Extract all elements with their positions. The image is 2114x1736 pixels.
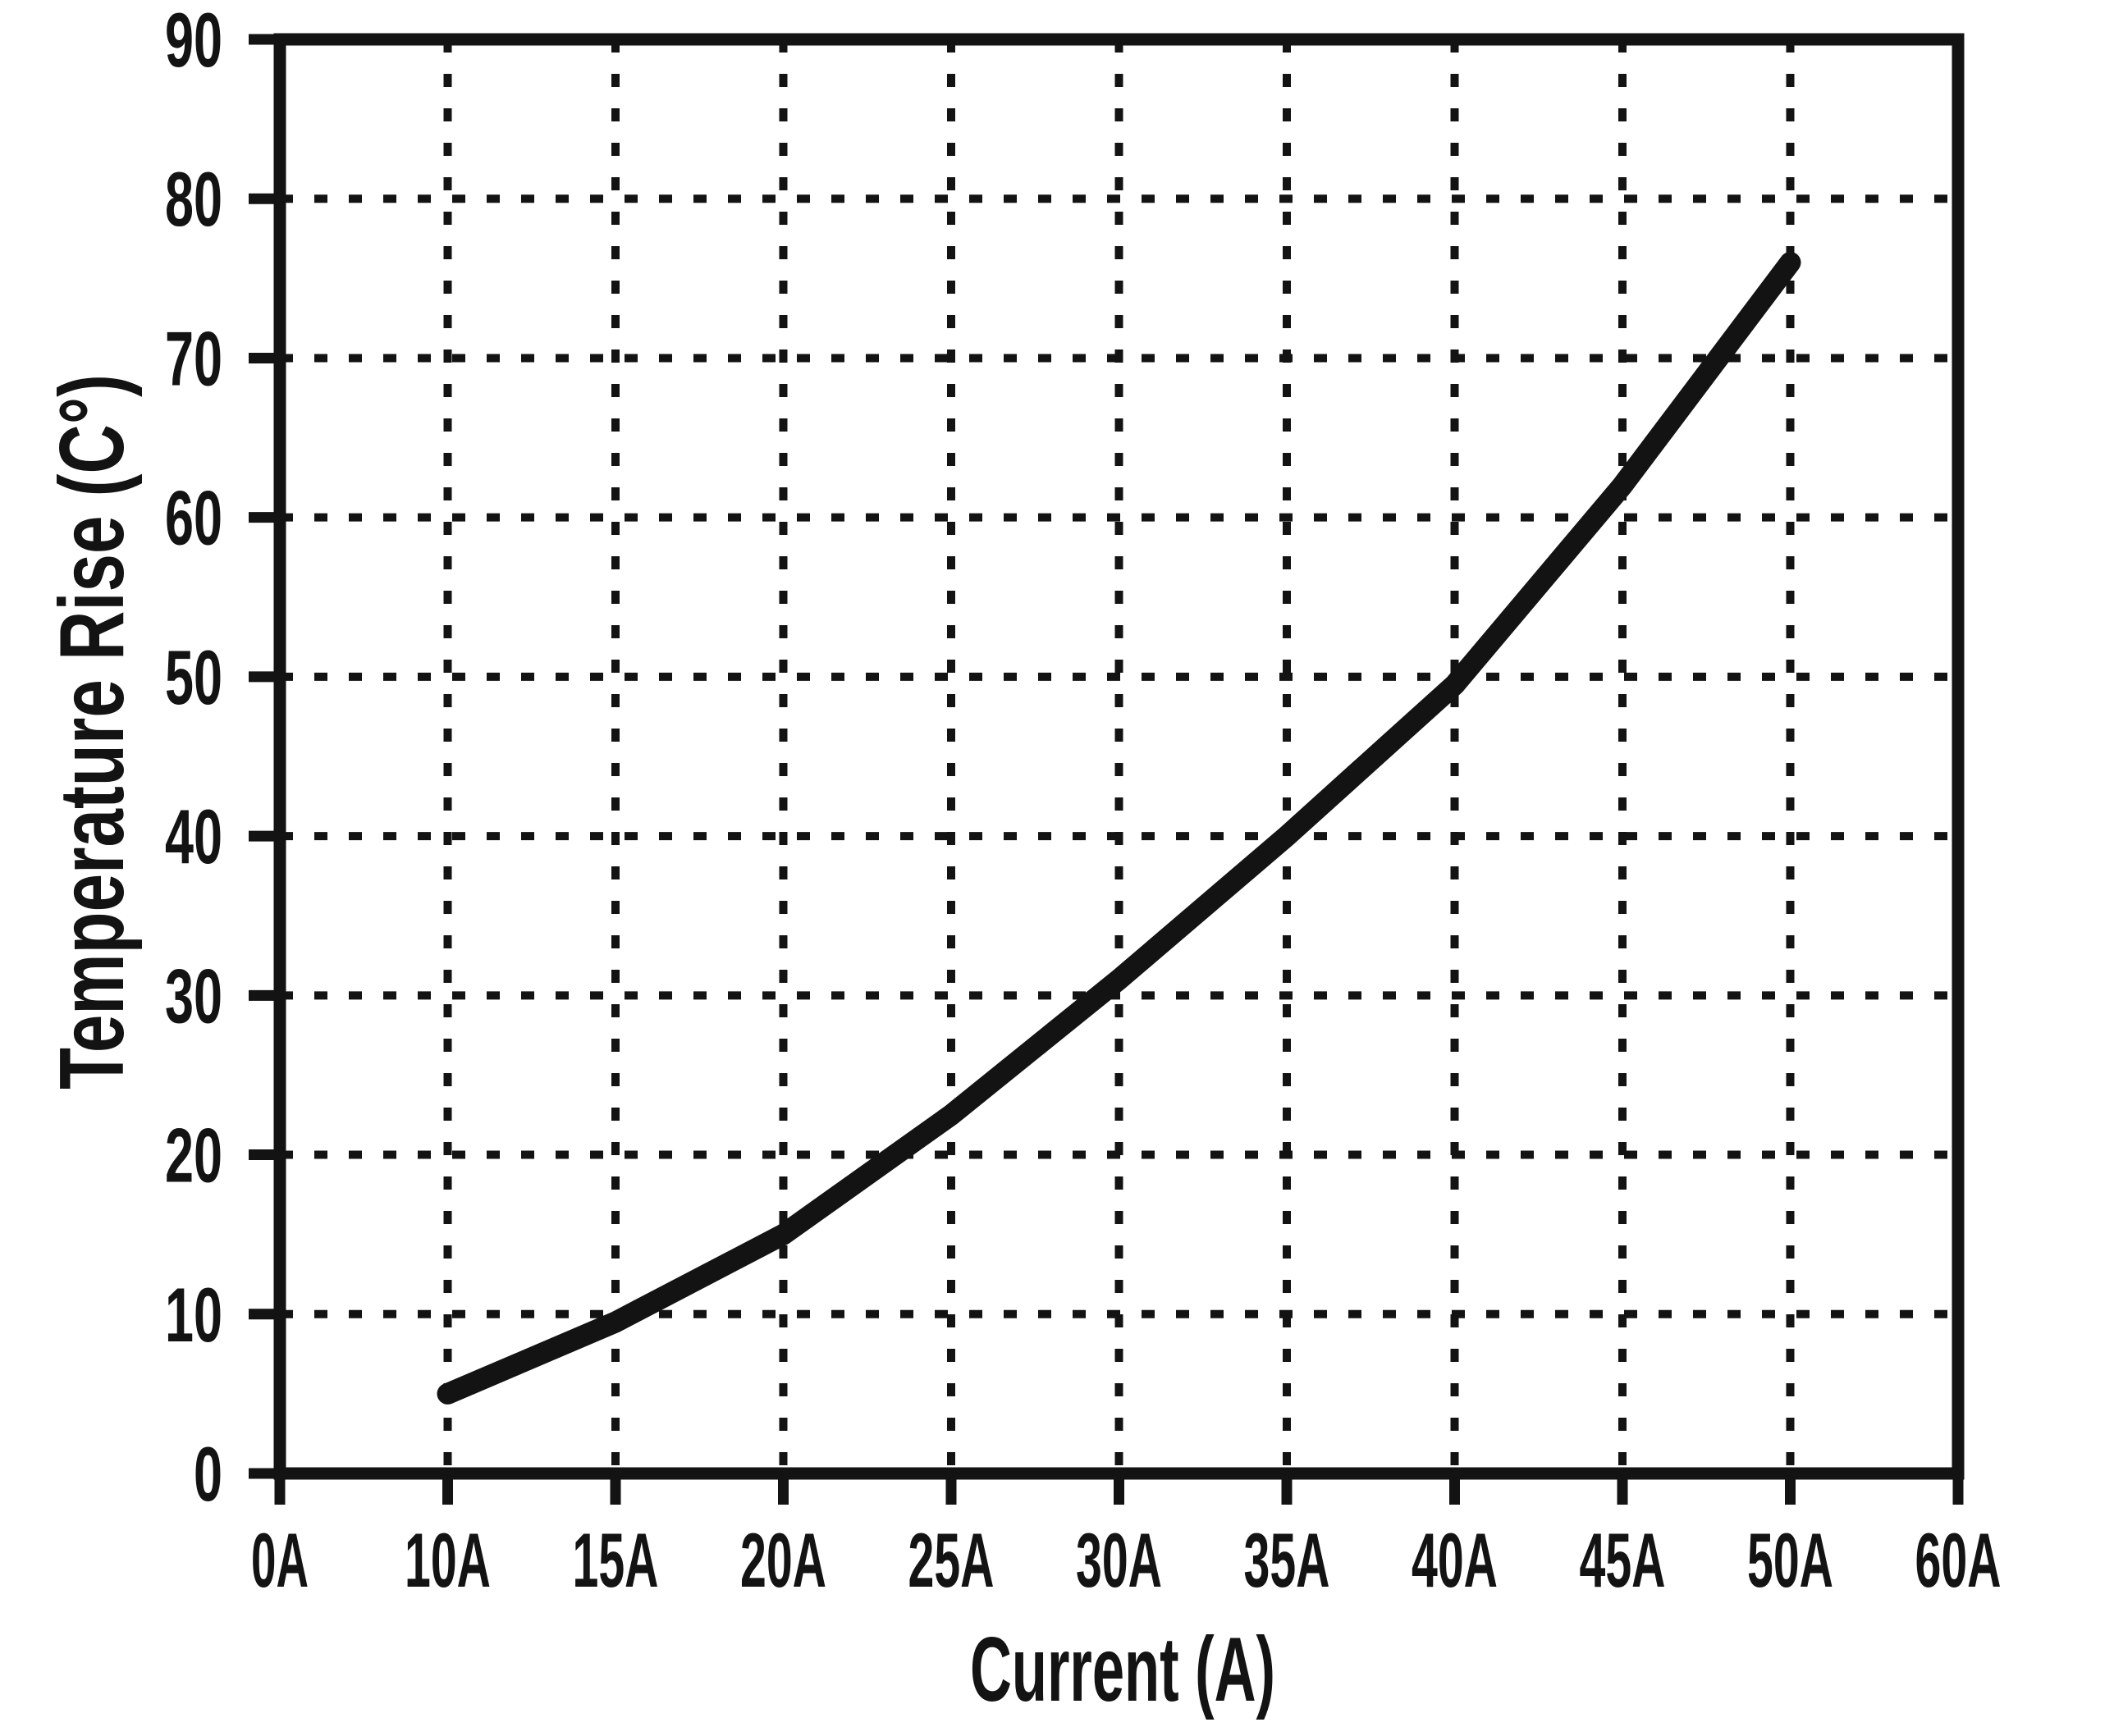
x-tick-label-60A: 60A — [1915, 1517, 2002, 1603]
y-tick-label-80: 80 — [165, 156, 222, 242]
y-tick-label-70: 70 — [165, 315, 222, 401]
y-tick-label-10: 10 — [165, 1272, 222, 1358]
y-tick-label-0: 0 — [194, 1431, 222, 1517]
x-tick-label-0A: 0A — [251, 1517, 309, 1603]
gridlines-x — [443, 39, 1795, 1473]
y-tick-label-60: 60 — [165, 475, 222, 561]
y-tick-label-50: 50 — [165, 634, 222, 720]
x-tick-label-35A: 35A — [1244, 1517, 1330, 1603]
tick-labels-x: 0A 10A 15A 20A 25A 30A 35A 40A 45A 50A 60A — [251, 1517, 2002, 1603]
y-tick-label-30: 30 — [165, 953, 222, 1039]
x-tick-label-25A: 25A — [908, 1517, 995, 1603]
y-tick-label-20: 20 — [165, 1112, 222, 1199]
axis-ticks-y — [249, 34, 280, 1479]
y-tick-label-90: 90 — [165, 0, 222, 83]
y-tick-label-40: 40 — [165, 793, 222, 879]
x-tick-label-50A: 50A — [1747, 1517, 1833, 1603]
x-tick-label-45A: 45A — [1580, 1517, 1666, 1603]
data-line — [437, 251, 1801, 1405]
x-tick-label-40A: 40A — [1412, 1517, 1498, 1603]
x-tick-label-20A: 20A — [740, 1517, 826, 1603]
x-tick-label-10A: 10A — [405, 1517, 491, 1603]
plot-area: 0 10 20 30 40 50 60 70 80 90 0A 10A 15A 20A 25A 30A 35A… — [165, 0, 2002, 1603]
axis-ticks-x — [274, 1473, 1964, 1505]
x-tick-label-15A: 15A — [573, 1517, 659, 1603]
x-axis-title: Current (A) — [970, 1619, 1275, 1720]
y-axis-title: Temperature Rise (C°) — [41, 374, 143, 1090]
tick-labels-y: 0 10 20 30 40 50 60 70 80 90 — [165, 0, 222, 1517]
x-tick-label-30A: 30A — [1076, 1517, 1162, 1603]
